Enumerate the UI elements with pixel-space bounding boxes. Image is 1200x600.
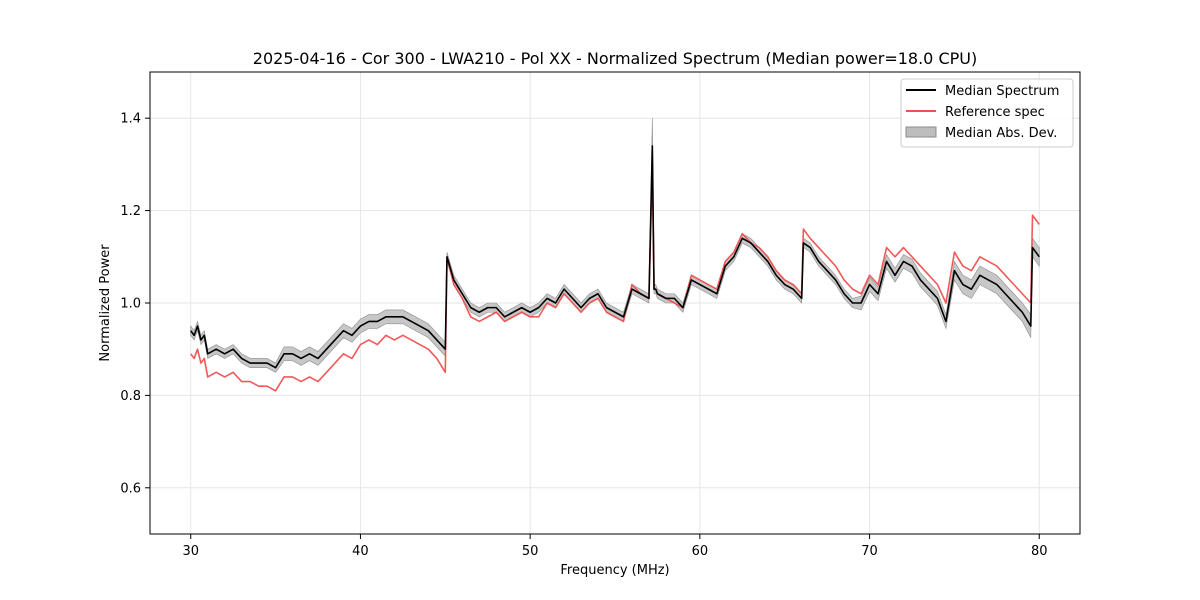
y-tick-label: 1.0 (120, 297, 141, 312)
y-tick-label: 0.8 (120, 389, 141, 404)
axis-ticks: 30 40 50 60 70 80 0.6 0.8 1.0 1.2 1.4 (120, 112, 1047, 559)
median-spectrum-line (190, 145, 1040, 369)
y-axis-label: Normalized Power (98, 244, 113, 362)
x-tick-label: 70 (861, 544, 878, 559)
x-axis-label: Frequency (MHz) (560, 563, 669, 578)
legend-mad-label: Median Abs. Dev. (945, 126, 1057, 141)
legend-median-label: Median Spectrum (945, 84, 1059, 99)
y-tick-label: 0.6 (120, 481, 141, 496)
x-tick-label: 80 (1031, 544, 1048, 559)
plot-data (190, 118, 1040, 392)
y-tick-label: 1.2 (120, 204, 141, 219)
legend: Median Spectrum Reference spec Median Ab… (900, 78, 1074, 148)
reference-spectrum-line (190, 163, 1040, 392)
x-tick-label: 40 (352, 544, 369, 559)
chart-title: 2025-04-16 - Cor 300 - LWA210 - Pol XX -… (253, 49, 977, 68)
y-tick-label: 1.4 (120, 112, 141, 127)
x-tick-label: 50 (522, 544, 539, 559)
legend-mad-swatch (905, 126, 937, 138)
legend-box (900, 78, 1074, 148)
x-tick-label: 60 (692, 544, 709, 559)
x-tick-label: 30 (182, 544, 199, 559)
legend-reference-label: Reference spec (945, 105, 1045, 120)
